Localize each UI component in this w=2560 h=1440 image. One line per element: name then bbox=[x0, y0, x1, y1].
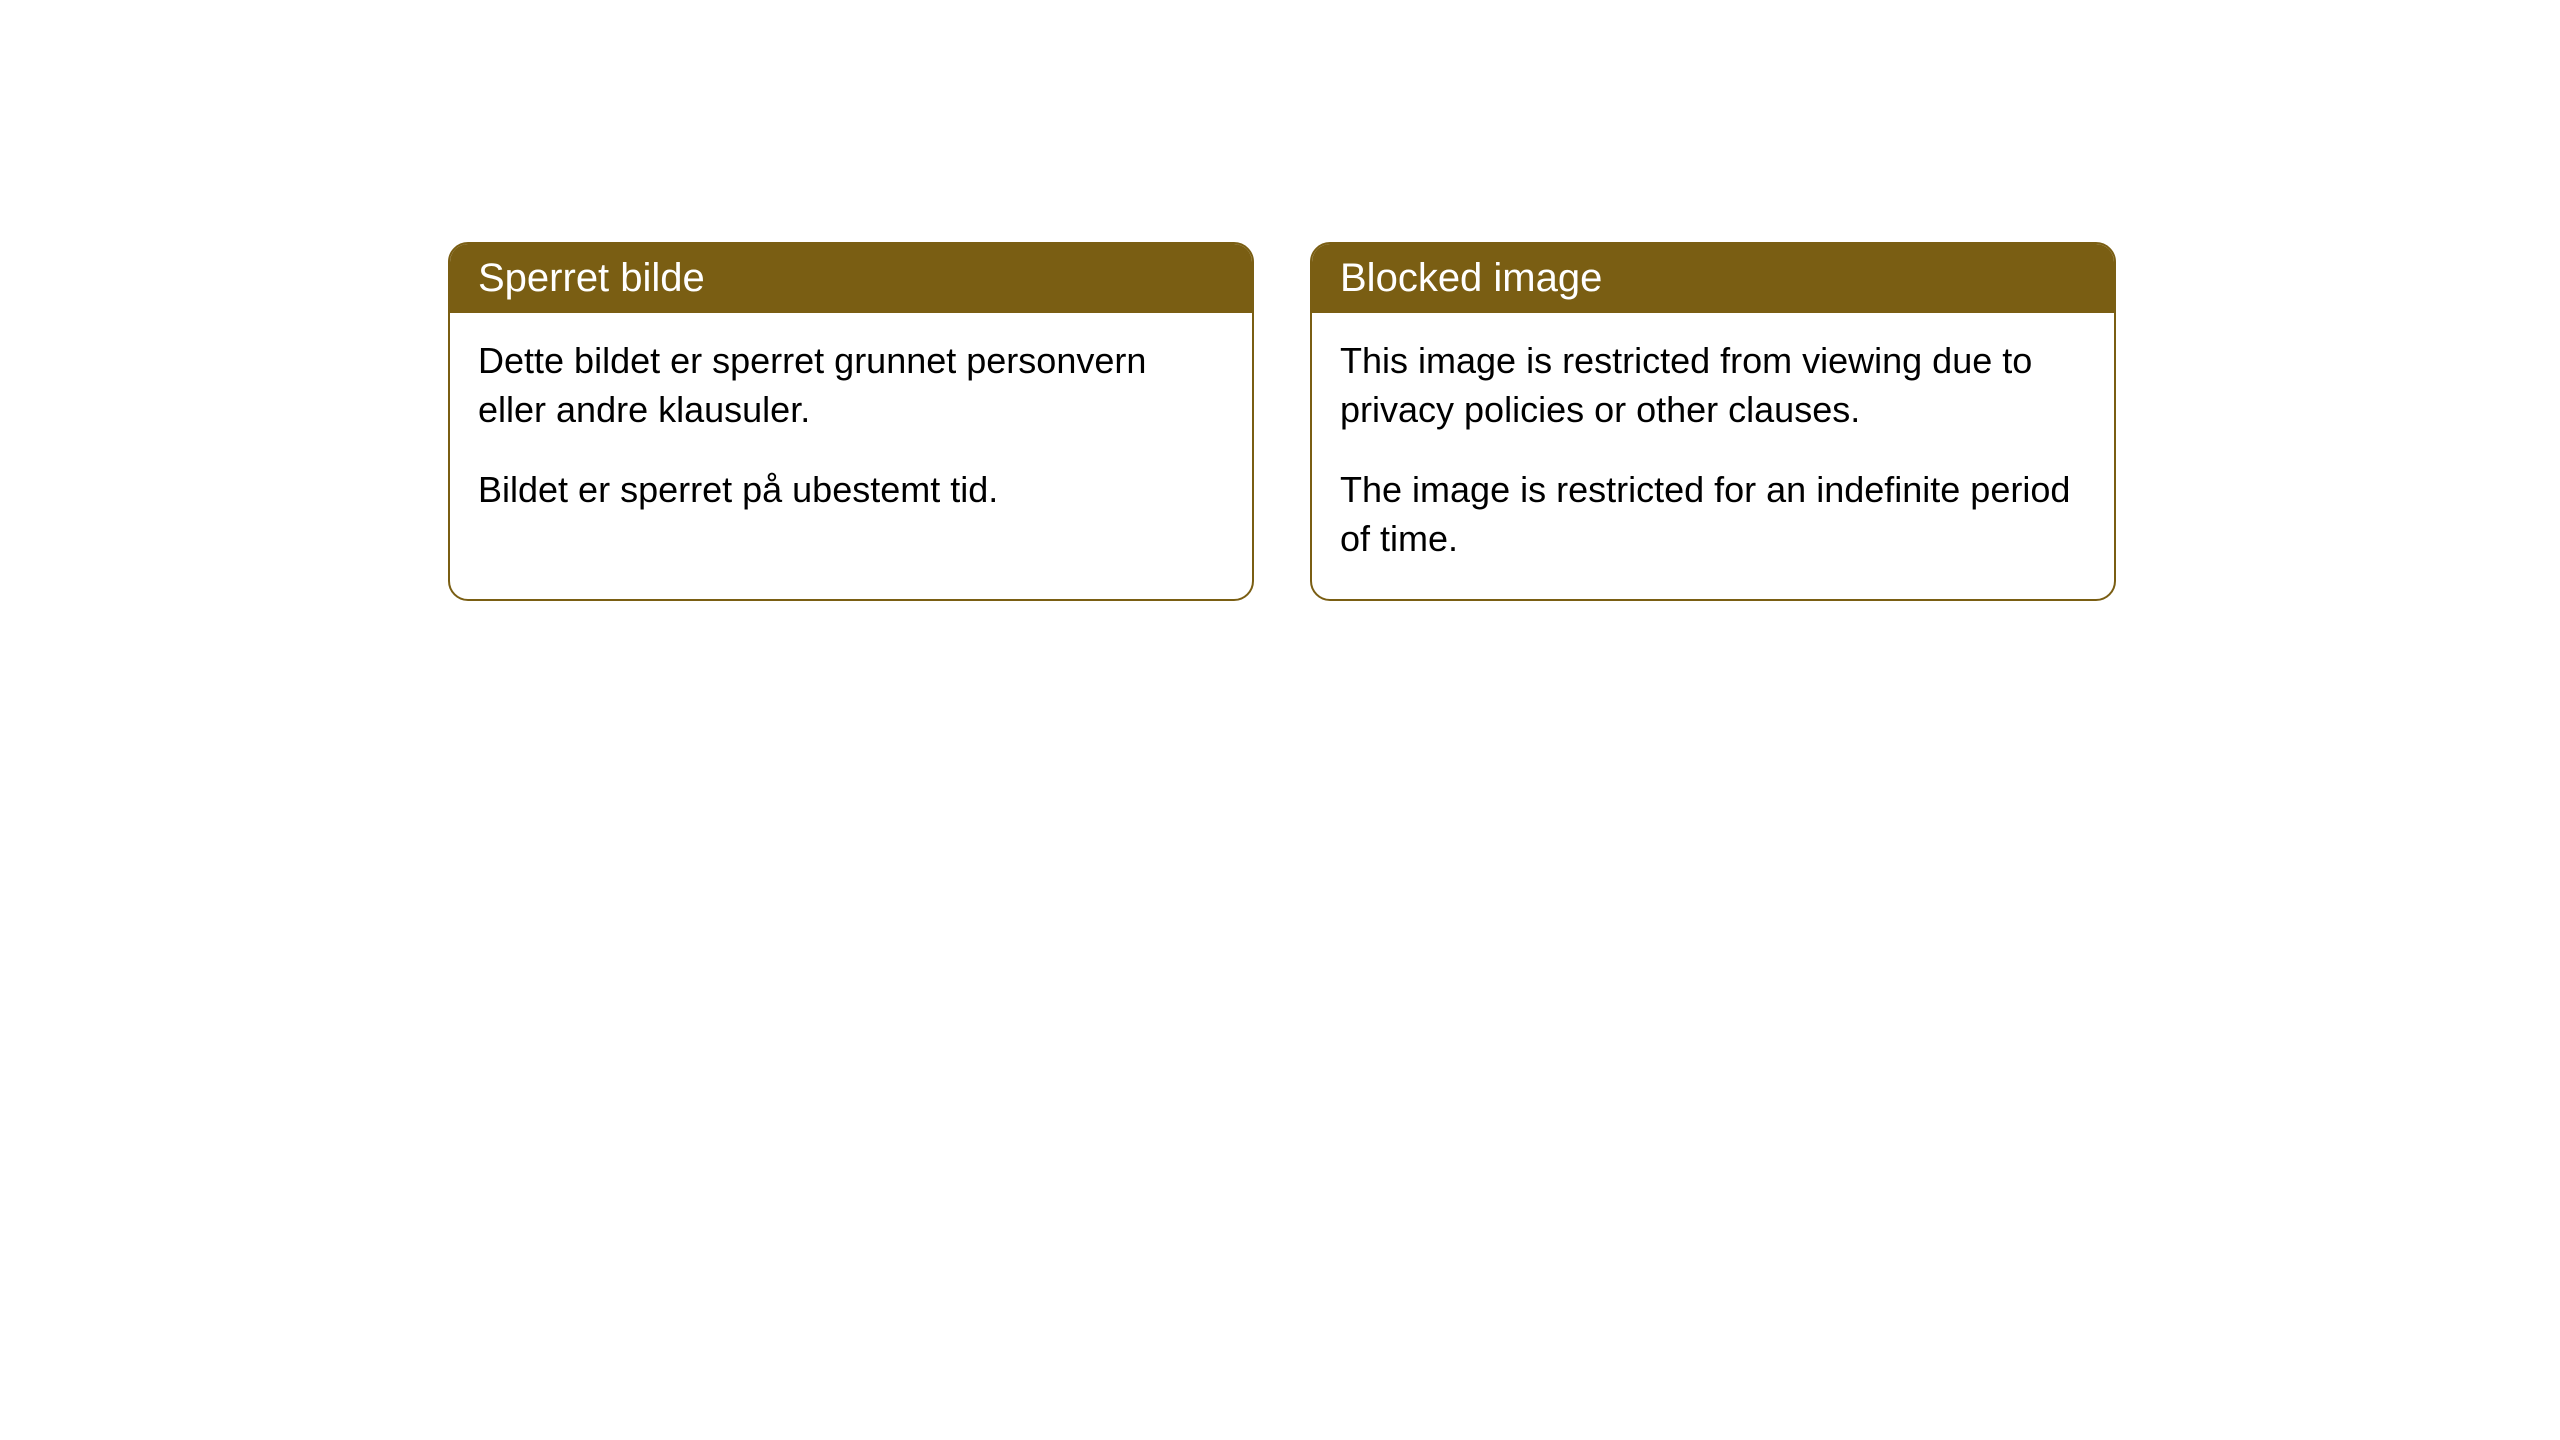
card-paragraph-norwegian-1: Dette bildet er sperret grunnet personve… bbox=[478, 337, 1224, 434]
card-body-english: This image is restricted from viewing du… bbox=[1312, 313, 2114, 599]
notice-cards-container: Sperret bilde Dette bildet er sperret gr… bbox=[0, 0, 2560, 601]
card-body-norwegian: Dette bildet er sperret grunnet personve… bbox=[450, 313, 1252, 551]
card-header-english: Blocked image bbox=[1312, 244, 2114, 313]
card-paragraph-english-2: The image is restricted for an indefinit… bbox=[1340, 466, 2086, 563]
card-header-norwegian: Sperret bilde bbox=[450, 244, 1252, 313]
card-title-norwegian: Sperret bilde bbox=[478, 256, 705, 300]
blocked-image-card-english: Blocked image This image is restricted f… bbox=[1310, 242, 2116, 601]
blocked-image-card-norwegian: Sperret bilde Dette bildet er sperret gr… bbox=[448, 242, 1254, 601]
card-paragraph-english-1: This image is restricted from viewing du… bbox=[1340, 337, 2086, 434]
card-title-english: Blocked image bbox=[1340, 256, 1602, 300]
card-paragraph-norwegian-2: Bildet er sperret på ubestemt tid. bbox=[478, 466, 1224, 515]
